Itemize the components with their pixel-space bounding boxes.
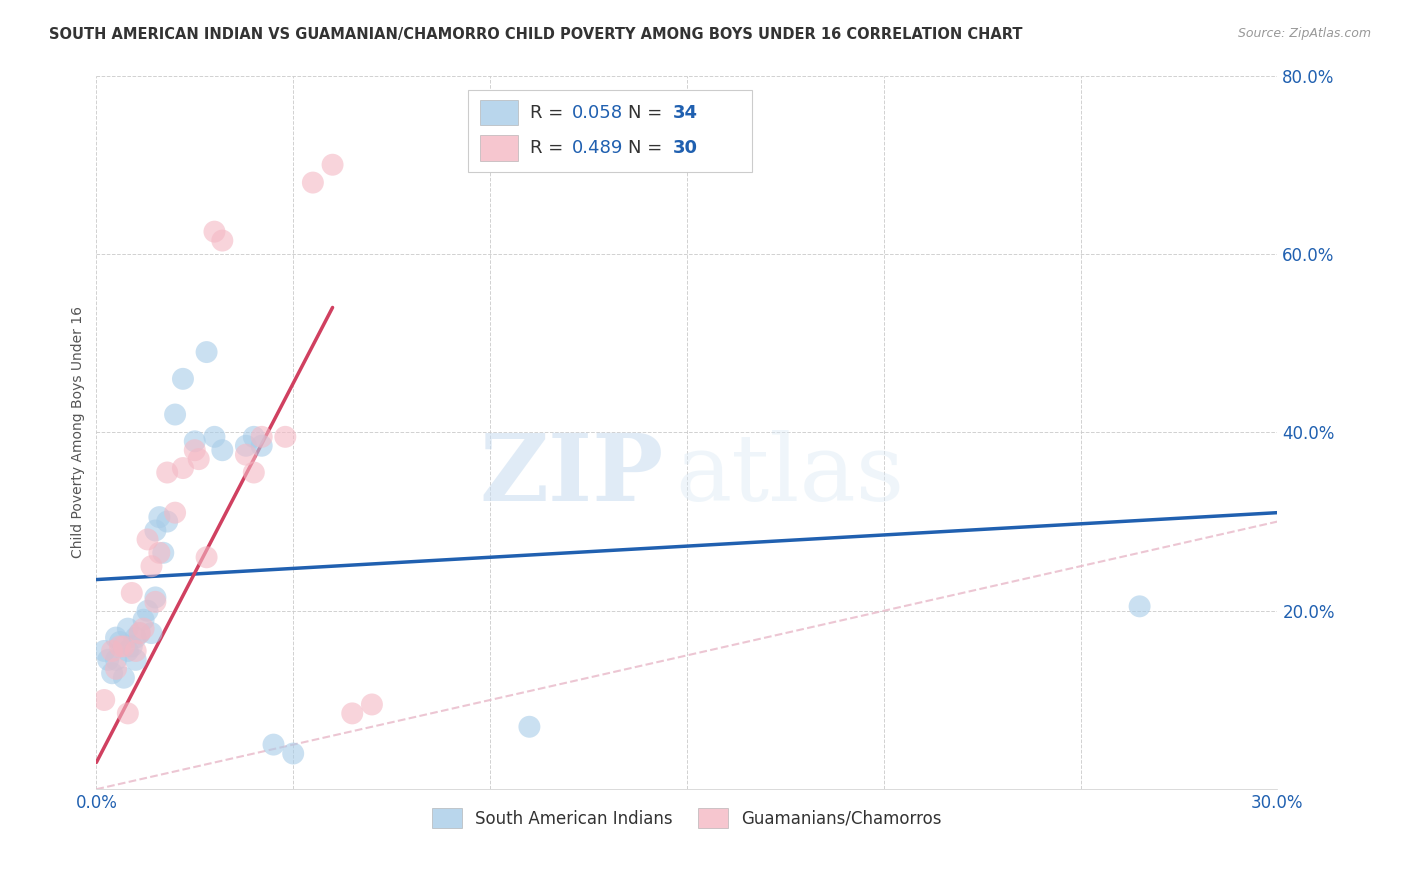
Point <box>302 176 325 190</box>
Point <box>165 408 187 422</box>
Text: SOUTH AMERICAN INDIAN VS GUAMANIAN/CHAMORRO CHILD POVERTY AMONG BOYS UNDER 16 CO: SOUTH AMERICAN INDIAN VS GUAMANIAN/CHAMO… <box>49 27 1022 42</box>
Point <box>152 546 174 560</box>
Text: R =: R = <box>530 103 569 121</box>
Point <box>93 644 115 658</box>
Point <box>195 550 218 565</box>
Point <box>101 644 124 658</box>
Point <box>204 225 226 239</box>
Point <box>105 653 128 667</box>
Point <box>519 720 541 734</box>
FancyBboxPatch shape <box>468 90 752 172</box>
Point <box>322 158 344 172</box>
Point <box>274 430 297 444</box>
Point <box>250 439 273 453</box>
Point <box>148 510 170 524</box>
Point <box>165 506 187 520</box>
Y-axis label: Child Poverty Among Boys Under 16: Child Poverty Among Boys Under 16 <box>72 306 86 558</box>
Text: Source: ZipAtlas.com: Source: ZipAtlas.com <box>1237 27 1371 40</box>
Text: 0.489: 0.489 <box>572 139 624 157</box>
Point <box>145 595 167 609</box>
Point <box>184 443 207 458</box>
Point <box>211 234 233 248</box>
Point <box>235 439 257 453</box>
Point <box>263 738 285 752</box>
Point <box>105 662 128 676</box>
Point <box>172 461 194 475</box>
Point <box>128 626 150 640</box>
Point <box>283 747 305 761</box>
Point <box>136 533 159 547</box>
Point <box>132 613 155 627</box>
Point <box>128 626 150 640</box>
Point <box>184 434 207 449</box>
Point <box>361 698 384 712</box>
Point <box>125 631 148 645</box>
Point <box>136 604 159 618</box>
Point <box>112 671 135 685</box>
Point <box>187 452 209 467</box>
Text: atlas: atlas <box>675 430 904 520</box>
Point <box>145 524 167 538</box>
Text: 34: 34 <box>672 103 697 121</box>
Point <box>108 635 131 649</box>
Text: N =: N = <box>628 139 668 157</box>
Point <box>121 586 143 600</box>
Bar <box>481 136 517 161</box>
Point <box>156 466 179 480</box>
Text: R =: R = <box>530 139 569 157</box>
Legend: South American Indians, Guamanians/Chamorros: South American Indians, Guamanians/Chamo… <box>425 802 949 834</box>
Point <box>195 345 218 359</box>
Point <box>105 631 128 645</box>
Point <box>235 448 257 462</box>
Text: 0.058: 0.058 <box>572 103 623 121</box>
Point <box>117 644 139 658</box>
Point <box>141 559 163 574</box>
Point <box>101 666 124 681</box>
Point <box>117 622 139 636</box>
Point <box>141 626 163 640</box>
Point <box>243 466 266 480</box>
Point <box>1129 599 1152 614</box>
Text: N =: N = <box>628 103 668 121</box>
Point <box>204 430 226 444</box>
Point <box>125 653 148 667</box>
Point <box>108 640 131 654</box>
Point <box>148 546 170 560</box>
Point <box>93 693 115 707</box>
Point <box>211 443 233 458</box>
Point <box>250 430 273 444</box>
Bar <box>481 100 517 126</box>
Point <box>342 706 364 721</box>
Point <box>112 640 135 654</box>
Point <box>117 706 139 721</box>
Point <box>97 653 120 667</box>
Point <box>125 644 148 658</box>
Point <box>243 430 266 444</box>
Point <box>156 515 179 529</box>
Text: ZIP: ZIP <box>479 430 664 520</box>
Text: 30: 30 <box>672 139 697 157</box>
Point <box>132 622 155 636</box>
Point <box>172 372 194 386</box>
Point <box>121 640 143 654</box>
Point <box>145 591 167 605</box>
